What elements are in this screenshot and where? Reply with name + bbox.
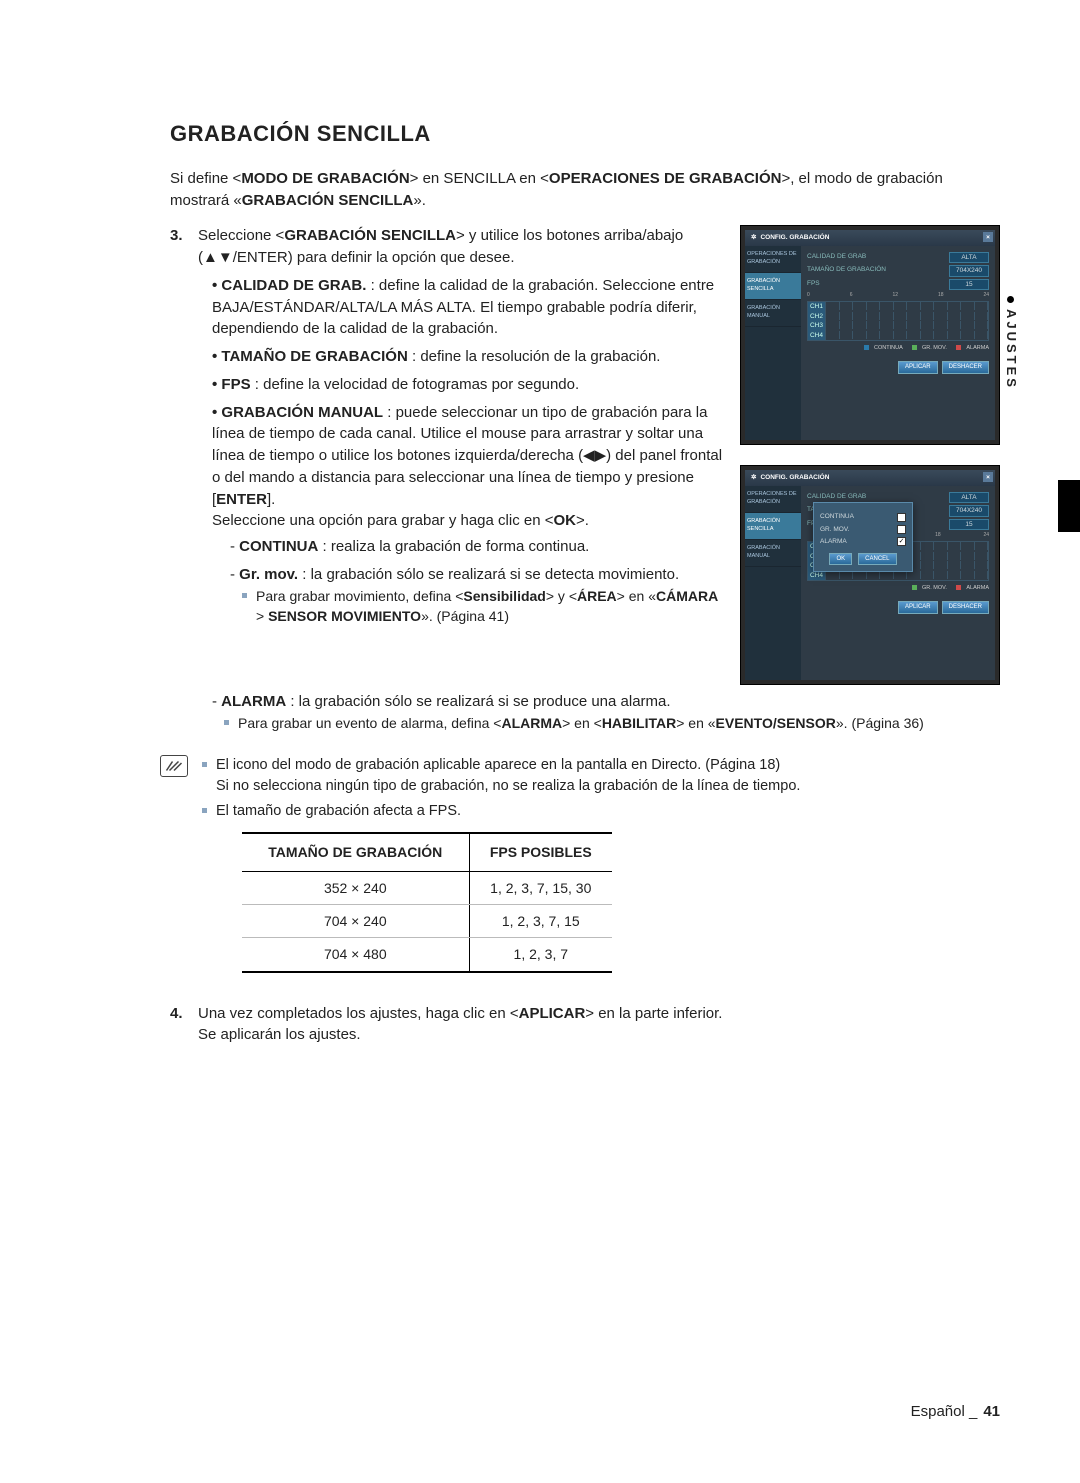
ok-button: OK <box>829 553 852 566</box>
apply-button: APLICAR <box>898 361 938 374</box>
apply-button: APLICAR <box>898 601 938 614</box>
bullet-manual: GRABACIÓN MANUAL : puede seleccionar un … <box>212 402 724 627</box>
page-footer: Español _41 <box>911 1401 1000 1423</box>
side-tab-ops: OPERACIONES DE GRABACIÓN <box>745 246 801 273</box>
checkbox-continua <box>897 513 906 522</box>
note-grmov: Para grabar movimiento, defina <Sensibil… <box>230 586 724 627</box>
bullet-icon <box>1007 296 1014 303</box>
sub-grmov: Gr. mov. : la grabación sólo se realizar… <box>230 564 724 626</box>
screenshot-config-2: ✲ CONFIG. GRABACIÓN × OPERACIONES DE GRA… <box>740 465 1000 685</box>
note-line-1: El icono del modo de grabación aplicable… <box>202 755 800 797</box>
sub-alarma: ALARMA : la grabación sólo se realizará … <box>212 691 1000 733</box>
gear-icon: ✲ <box>751 473 756 482</box>
intro-text: Si define <MODO DE GRABACIÓN> en SENCILL… <box>170 168 1000 212</box>
popup-options: CONTINUA GR. MOV. ALARMA✓ OK CANCEL <box>813 502 913 572</box>
sub-continua: CONTINUA : realiza la grabación de forma… <box>230 536 724 558</box>
step4-body: Una vez completados los ajustes, haga cl… <box>198 1003 722 1047</box>
legend-2: GR. MOV. ALARMA <box>807 585 989 593</box>
legend-1: CONTINUA GR. MOV. ALARMA <box>807 345 989 353</box>
step3-number: 3. <box>170 225 190 632</box>
table-header-fps: FPS POSIBLES <box>469 833 612 871</box>
bullet-fps: FPS : define la velocidad de fotogramas … <box>212 374 724 396</box>
section-tab-ajustes: AJUSTES <box>1001 296 1020 390</box>
note-box: El icono del modo de grabación aplicable… <box>160 755 1000 972</box>
side-tab-manual: GRABACIÓN MANUAL <box>745 300 801 327</box>
undo-button: DESHACER <box>942 361 989 374</box>
undo-button: DESHACER <box>942 601 989 614</box>
close-icon: × <box>983 232 993 242</box>
note-icon <box>160 755 188 777</box>
screenshot-config-1: ✲ CONFIG. GRABACIÓN × OPERACIONES DE GRA… <box>740 225 1000 445</box>
note-line-2: El tamaño de grabación afecta a FPS. <box>202 801 800 822</box>
step3-body: Seleccione <GRABACIÓN SENCILLA> y utilic… <box>198 225 724 632</box>
checkbox-alarma: ✓ <box>897 537 906 546</box>
channel-grid: CH1 CH2 CH3 CH4 <box>807 301 989 341</box>
step4-number: 4. <box>170 1003 190 1047</box>
cancel-button: CANCEL <box>858 553 896 566</box>
table-row: 704 × 2401, 2, 3, 7, 15 <box>242 905 612 938</box>
bullet-calidad: CALIDAD DE GRAB. : define la calidad de … <box>212 275 724 340</box>
table-row: 704 × 4801, 2, 3, 7 <box>242 938 612 972</box>
checkbox-grmov <box>897 525 906 534</box>
table-header-size: TAMAÑO DE GRABACIÓN <box>242 833 469 871</box>
section-title: GRABACIÓN SENCILLA <box>170 118 1000 150</box>
bullet-tamano: TAMAÑO DE GRABACIÓN : define la resoluci… <box>212 346 724 368</box>
side-tab-sencilla: GRABACIÓN SENCILLA <box>745 273 801 300</box>
close-icon: × <box>983 472 993 482</box>
fps-table: TAMAÑO DE GRABACIÓN FPS POSIBLES 352 × 2… <box>242 832 612 972</box>
table-row: 352 × 2401, 2, 3, 7, 15, 30 <box>242 871 612 904</box>
gear-icon: ✲ <box>751 233 756 242</box>
edge-tab-marker <box>1058 480 1080 532</box>
note-alarma: Para grabar un evento de alarma, defina … <box>212 713 1000 733</box>
